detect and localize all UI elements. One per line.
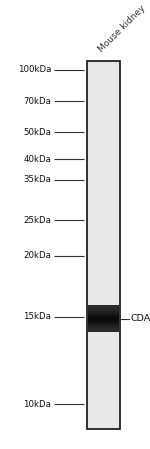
Bar xyxy=(88,324,119,325)
Bar xyxy=(88,319,119,320)
Bar xyxy=(88,305,119,306)
Bar xyxy=(88,328,119,329)
Bar xyxy=(88,308,119,309)
Text: 35kDa: 35kDa xyxy=(23,175,51,184)
Bar xyxy=(88,326,119,327)
Bar xyxy=(88,307,119,308)
Bar xyxy=(88,323,119,324)
Text: 70kDa: 70kDa xyxy=(23,97,51,106)
Bar xyxy=(88,330,119,331)
Bar xyxy=(88,317,119,318)
Bar xyxy=(87,61,120,429)
Bar xyxy=(88,321,119,322)
Bar xyxy=(88,306,119,307)
Bar xyxy=(88,322,119,323)
Bar xyxy=(88,327,119,328)
Bar xyxy=(88,316,119,317)
Bar xyxy=(88,310,119,311)
Text: 40kDa: 40kDa xyxy=(23,155,51,164)
Bar xyxy=(88,312,119,313)
Bar xyxy=(88,318,119,319)
Bar xyxy=(88,325,119,326)
Bar xyxy=(88,315,119,316)
Bar xyxy=(88,329,119,330)
Text: Mouse kidney: Mouse kidney xyxy=(97,3,148,54)
Text: CDA: CDA xyxy=(130,314,150,323)
Bar xyxy=(88,313,119,314)
Text: 20kDa: 20kDa xyxy=(23,251,51,260)
Text: 10kDa: 10kDa xyxy=(23,400,51,409)
Text: 15kDa: 15kDa xyxy=(23,312,51,321)
Bar xyxy=(88,327,119,328)
Text: 50kDa: 50kDa xyxy=(23,128,51,137)
Bar xyxy=(88,309,119,310)
Text: 100kDa: 100kDa xyxy=(18,65,51,74)
Text: 25kDa: 25kDa xyxy=(23,216,51,224)
Bar xyxy=(88,320,119,321)
Bar xyxy=(88,314,119,315)
Bar xyxy=(88,331,119,332)
